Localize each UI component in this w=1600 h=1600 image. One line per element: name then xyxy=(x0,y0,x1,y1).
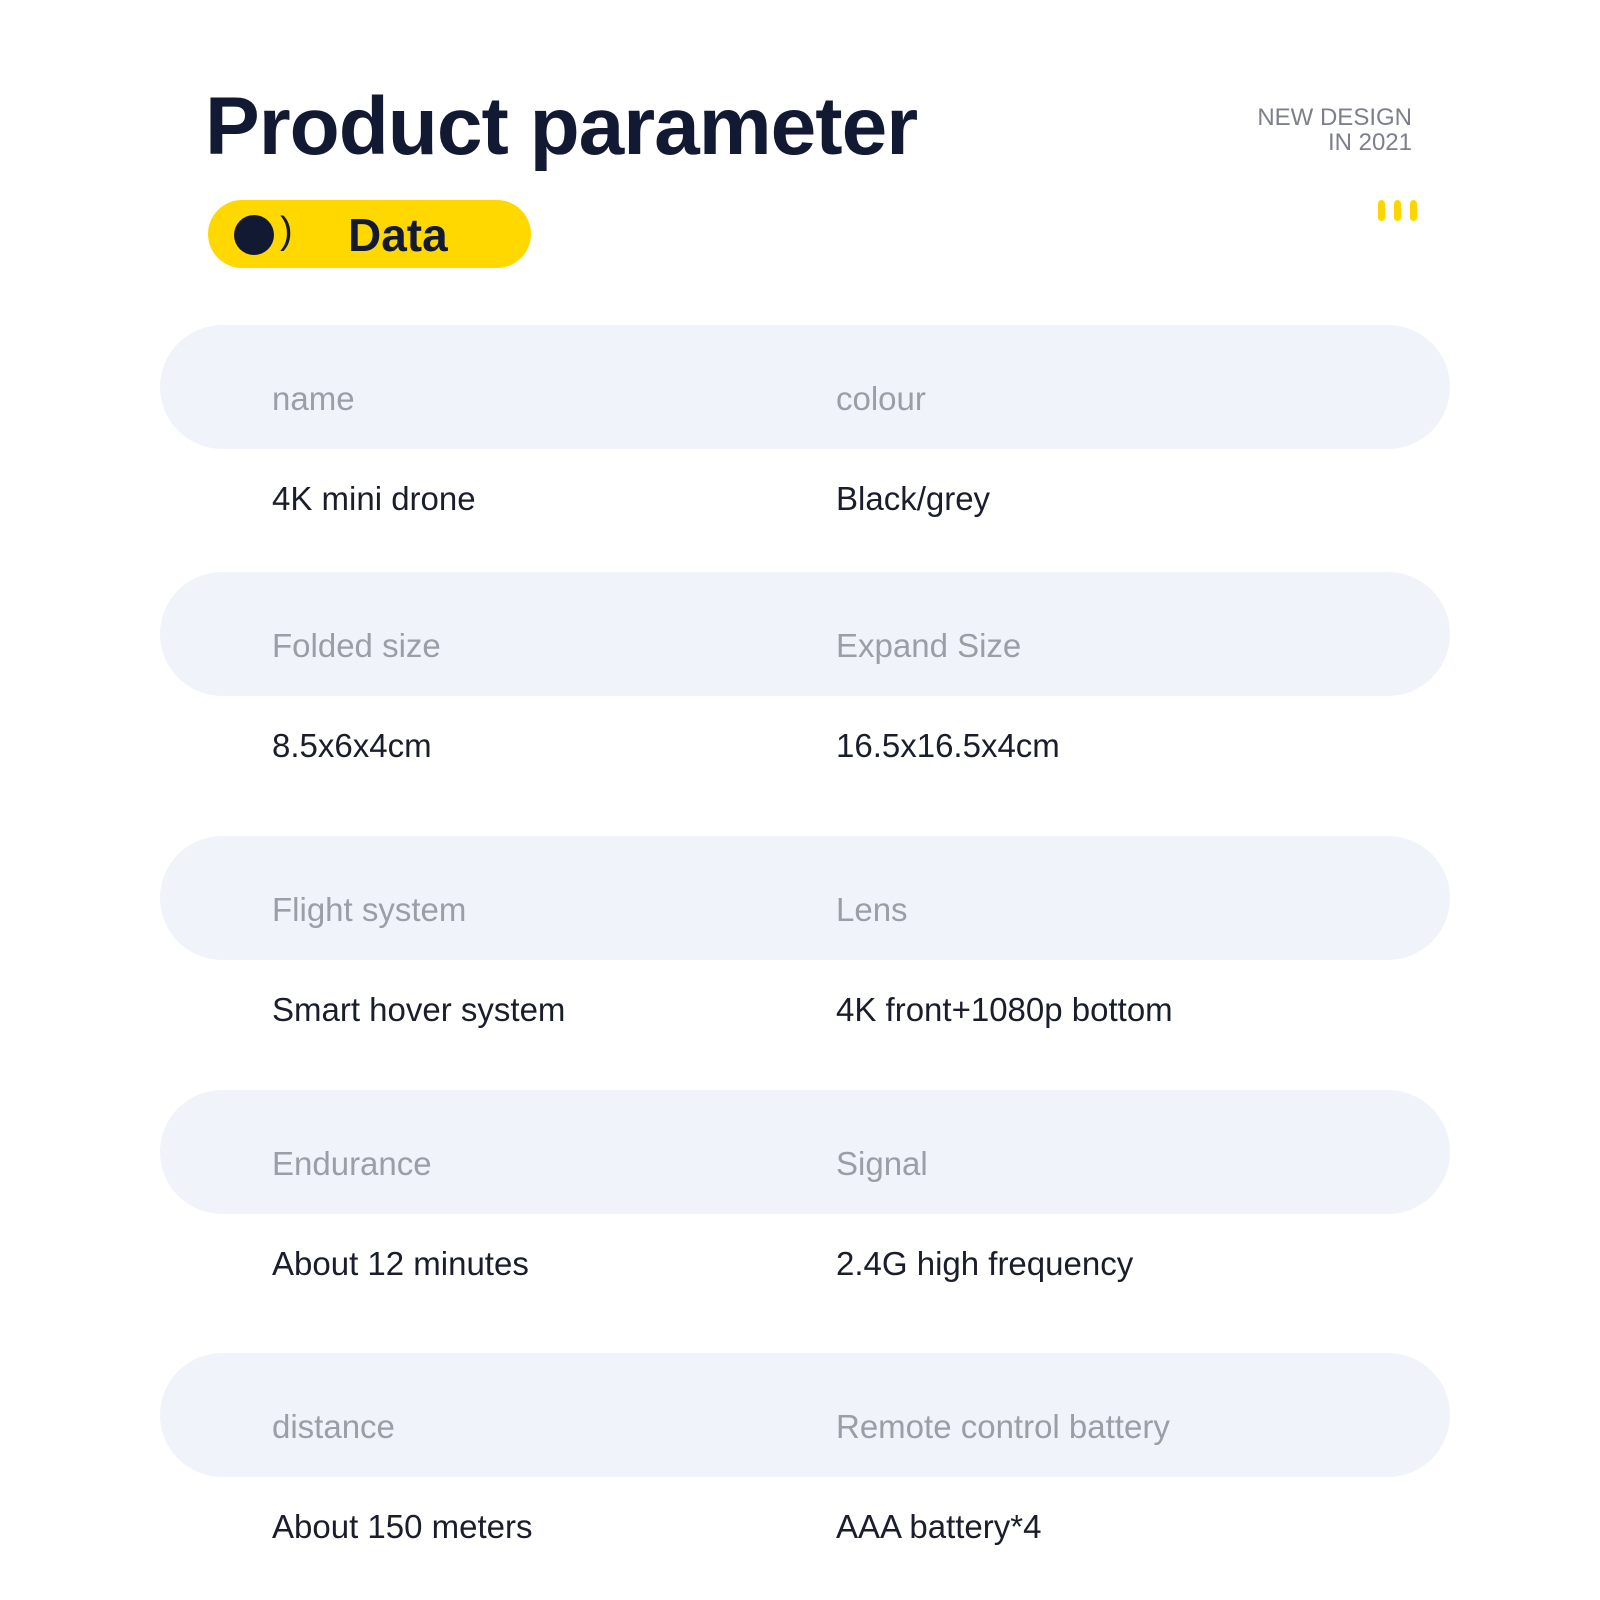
param-label: Endurance xyxy=(272,1145,432,1182)
param-label: Expand Size xyxy=(836,627,1022,664)
param-label: name xyxy=(272,380,355,417)
param-label: Flight system xyxy=(272,891,467,928)
param-header-band xyxy=(160,1353,1450,1477)
param-value: Smart hover system xyxy=(272,991,566,1028)
param-value: Black/grey xyxy=(836,480,991,517)
param-label: Lens xyxy=(836,891,908,928)
tagline-line-2: IN 2021 xyxy=(1327,129,1412,156)
param-value: 4K mini drone xyxy=(272,480,476,517)
param-label: distance xyxy=(272,1408,395,1445)
param-label: Folded size xyxy=(272,627,441,664)
param-value: About 12 minutes xyxy=(272,1245,529,1282)
param-header-band xyxy=(160,1090,1450,1214)
decorative-bars-icon xyxy=(1378,200,1417,221)
param-label: colour xyxy=(836,380,926,417)
dot-icon xyxy=(234,215,274,255)
param-value: 16.5x16.5x4cm xyxy=(836,727,1060,764)
param-value: 8.5x6x4cm xyxy=(272,727,432,764)
data-badge: ) Data xyxy=(208,200,531,268)
param-value: 2.4G high frequency xyxy=(836,1245,1134,1282)
param-header-band xyxy=(160,325,1450,449)
badge-label: Data xyxy=(348,209,448,261)
param-value: About 150 meters xyxy=(272,1508,533,1545)
param-value: AAA battery*4 xyxy=(836,1508,1042,1545)
new-design-tagline: NEW DESIGN IN 2021 xyxy=(1257,105,1412,155)
param-value: 4K front+1080p bottom xyxy=(836,991,1173,1028)
param-label: Signal xyxy=(836,1145,928,1182)
param-header-band xyxy=(160,572,1450,696)
tagline-line-1: NEW DESIGN xyxy=(1257,104,1412,131)
signal-arc-icon: ) xyxy=(280,210,293,252)
param-label: Remote control battery xyxy=(836,1408,1170,1445)
param-header-band xyxy=(160,836,1450,960)
page-title: Product parameter xyxy=(205,81,918,172)
